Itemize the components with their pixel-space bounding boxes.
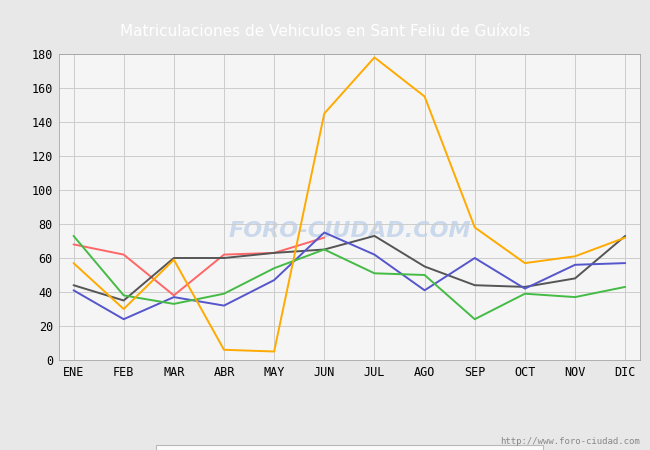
Text: FORO-CIUDAD.COM: FORO-CIUDAD.COM [228,221,471,242]
Text: http://www.foro-ciudad.com: http://www.foro-ciudad.com [500,436,640,446]
Text: Matriculaciones de Vehiculos en Sant Feliu de Guíxols: Matriculaciones de Vehiculos en Sant Fel… [120,24,530,39]
Legend: 2024, 2023, 2022, 2021, 2020: 2024, 2023, 2022, 2021, 2020 [156,445,543,450]
